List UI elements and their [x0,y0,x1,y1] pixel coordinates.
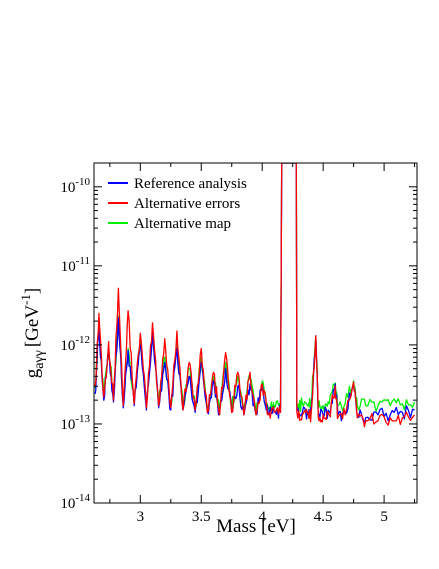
series-layer [94,163,416,428]
y-tick-label: 10-13 [60,413,90,433]
y-axis-title-unit-close: ] [22,288,43,294]
y-axis-title: gaγγ [GeV-1] [18,288,47,378]
y-tick-label: 10-11 [61,255,90,275]
x-tick-label: 4 [258,509,266,525]
y-tick-label: 10-14 [60,492,90,512]
legend-label: Alternative map [134,216,231,232]
y-axis-title-symbol: g [22,368,43,378]
x-axis: 3 3.5 4 4.5 5 [109,163,416,525]
legend-label: Alternative errors [134,196,240,212]
x-axis-title: Mass [eV] [216,516,296,537]
y-tick-label: 10-10 [60,176,90,196]
y-tick-label: 10-12 [60,334,90,354]
x-tick-label: 5 [380,509,388,525]
series-line-2 [94,163,416,428]
x-tick-label: 3.5 [192,509,211,525]
x-tick-label: 4.5 [314,509,333,525]
legend: Reference analysis Alternative errors Alte… [108,176,247,232]
y-axis: 10-14 10-13 10-12 10-11 10-10 [60,176,417,512]
plot-frame [93,162,418,504]
y-axis-title-unit: [GeV [22,305,43,347]
y-axis-title-subscript: aγγ [32,350,47,369]
x-tick-label: 3 [137,509,145,525]
y-axis-title-exponent: -1 [18,294,33,305]
legend-label: Reference analysis [134,176,247,192]
